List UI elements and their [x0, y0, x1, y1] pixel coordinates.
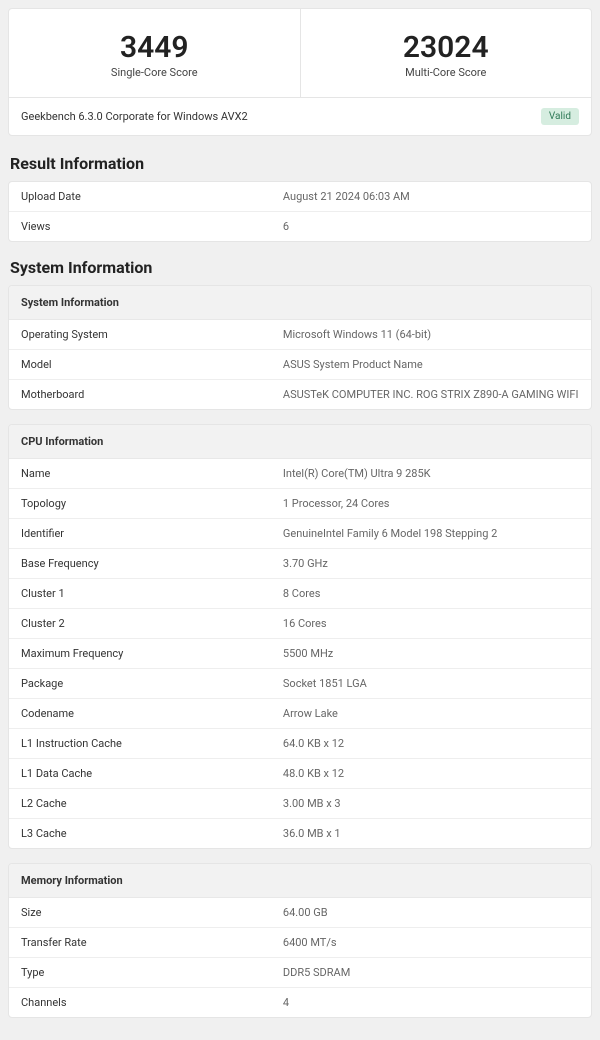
cpu-value: 5500 MHz	[271, 639, 591, 668]
result-info-key: Upload Date	[9, 182, 271, 211]
system-key: Motherboard	[9, 380, 271, 409]
result-info-row: Upload DateAugust 21 2024 06:03 AM	[9, 182, 591, 211]
cpu-row: Topology1 Processor, 24 Cores	[9, 488, 591, 518]
memory-table: Memory Information Size64.00 GBTransfer …	[8, 863, 592, 1018]
memory-value: 64.00 GB	[271, 898, 591, 927]
system-key: Operating System	[9, 320, 271, 349]
memory-value: 4	[271, 988, 591, 1017]
cpu-value: Intel(R) Core(TM) Ultra 9 285K	[271, 459, 591, 488]
cpu-row: CodenameArrow Lake	[9, 698, 591, 728]
cpu-value: Arrow Lake	[271, 699, 591, 728]
multi-core-cell: 23024 Multi-Core Score	[300, 9, 592, 97]
cpu-key: Identifier	[9, 519, 271, 548]
cpu-value: 16 Cores	[271, 609, 591, 638]
memory-key: Transfer Rate	[9, 928, 271, 957]
multi-core-label: Multi-Core Score	[311, 66, 582, 79]
result-info-table: Upload DateAugust 21 2024 06:03 AMViews6	[8, 181, 592, 242]
system-info-title: System Information	[10, 258, 590, 277]
cpu-value: 8 Cores	[271, 579, 591, 608]
result-info-value: August 21 2024 06:03 AM	[271, 182, 591, 211]
cpu-key: Cluster 2	[9, 609, 271, 638]
valid-badge: Valid	[541, 108, 579, 125]
memory-value: 6400 MT/s	[271, 928, 591, 957]
cpu-value: 64.0 KB x 12	[271, 729, 591, 758]
cpu-row: NameIntel(R) Core(TM) Ultra 9 285K	[9, 459, 591, 488]
cpu-row: L3 Cache36.0 MB x 1	[9, 818, 591, 848]
scores-card: 3449 Single-Core Score 23024 Multi-Core …	[8, 8, 592, 136]
system-value: ASUS System Product Name	[271, 350, 591, 379]
single-core-cell: 3449 Single-Core Score	[9, 9, 300, 97]
memory-row: Size64.00 GB	[9, 898, 591, 927]
system-table-header: System Information	[9, 286, 591, 320]
cpu-row: L1 Data Cache48.0 KB x 12	[9, 758, 591, 788]
memory-row: TypeDDR5 SDRAM	[9, 957, 591, 987]
memory-table-header: Memory Information	[9, 864, 591, 898]
cpu-key: Codename	[9, 699, 271, 728]
cpu-value: 48.0 KB x 12	[271, 759, 591, 788]
cpu-key: L2 Cache	[9, 789, 271, 818]
system-value: Microsoft Windows 11 (64-bit)	[271, 320, 591, 349]
multi-core-score: 23024	[311, 31, 582, 64]
version-text: Geekbench 6.3.0 Corporate for Windows AV…	[21, 110, 248, 123]
memory-key: Type	[9, 958, 271, 987]
memory-row: Transfer Rate6400 MT/s	[9, 927, 591, 957]
cpu-key: L3 Cache	[9, 819, 271, 848]
single-core-score: 3449	[19, 31, 290, 64]
result-info-row: Views6	[9, 211, 591, 241]
cpu-value: GenuineIntel Family 6 Model 198 Stepping…	[271, 519, 591, 548]
cpu-value: 3.70 GHz	[271, 549, 591, 578]
single-core-label: Single-Core Score	[19, 66, 290, 79]
system-row: Operating SystemMicrosoft Windows 11 (64…	[9, 320, 591, 349]
cpu-key: L1 Data Cache	[9, 759, 271, 788]
result-info-key: Views	[9, 212, 271, 241]
cpu-table-header: CPU Information	[9, 425, 591, 459]
cpu-key: Base Frequency	[9, 549, 271, 578]
system-table: System Information Operating SystemMicro…	[8, 285, 592, 410]
version-row: Geekbench 6.3.0 Corporate for Windows AV…	[9, 97, 591, 135]
cpu-row: Cluster 216 Cores	[9, 608, 591, 638]
system-row: MotherboardASUSTeK COMPUTER INC. ROG STR…	[9, 379, 591, 409]
system-row: ModelASUS System Product Name	[9, 349, 591, 379]
cpu-key: L1 Instruction Cache	[9, 729, 271, 758]
system-value: ASUSTeK COMPUTER INC. ROG STRIX Z890-A G…	[271, 380, 591, 409]
cpu-value: 36.0 MB x 1	[271, 819, 591, 848]
scores-row: 3449 Single-Core Score 23024 Multi-Core …	[9, 9, 591, 97]
cpu-row: L2 Cache3.00 MB x 3	[9, 788, 591, 818]
cpu-row: Maximum Frequency5500 MHz	[9, 638, 591, 668]
cpu-row: Base Frequency3.70 GHz	[9, 548, 591, 578]
cpu-key: Maximum Frequency	[9, 639, 271, 668]
result-info-title: Result Information	[10, 154, 590, 173]
cpu-row: PackageSocket 1851 LGA	[9, 668, 591, 698]
cpu-row: IdentifierGenuineIntel Family 6 Model 19…	[9, 518, 591, 548]
result-info-value: 6	[271, 212, 591, 241]
cpu-row: L1 Instruction Cache64.0 KB x 12	[9, 728, 591, 758]
cpu-key: Topology	[9, 489, 271, 518]
system-key: Model	[9, 350, 271, 379]
cpu-key: Name	[9, 459, 271, 488]
cpu-key: Package	[9, 669, 271, 698]
memory-value: DDR5 SDRAM	[271, 958, 591, 987]
cpu-value: 3.00 MB x 3	[271, 789, 591, 818]
cpu-value: 1 Processor, 24 Cores	[271, 489, 591, 518]
cpu-row: Cluster 18 Cores	[9, 578, 591, 608]
cpu-key: Cluster 1	[9, 579, 271, 608]
memory-row: Channels4	[9, 987, 591, 1017]
cpu-value: Socket 1851 LGA	[271, 669, 591, 698]
cpu-table: CPU Information NameIntel(R) Core(TM) Ul…	[8, 424, 592, 849]
memory-key: Size	[9, 898, 271, 927]
memory-key: Channels	[9, 988, 271, 1017]
